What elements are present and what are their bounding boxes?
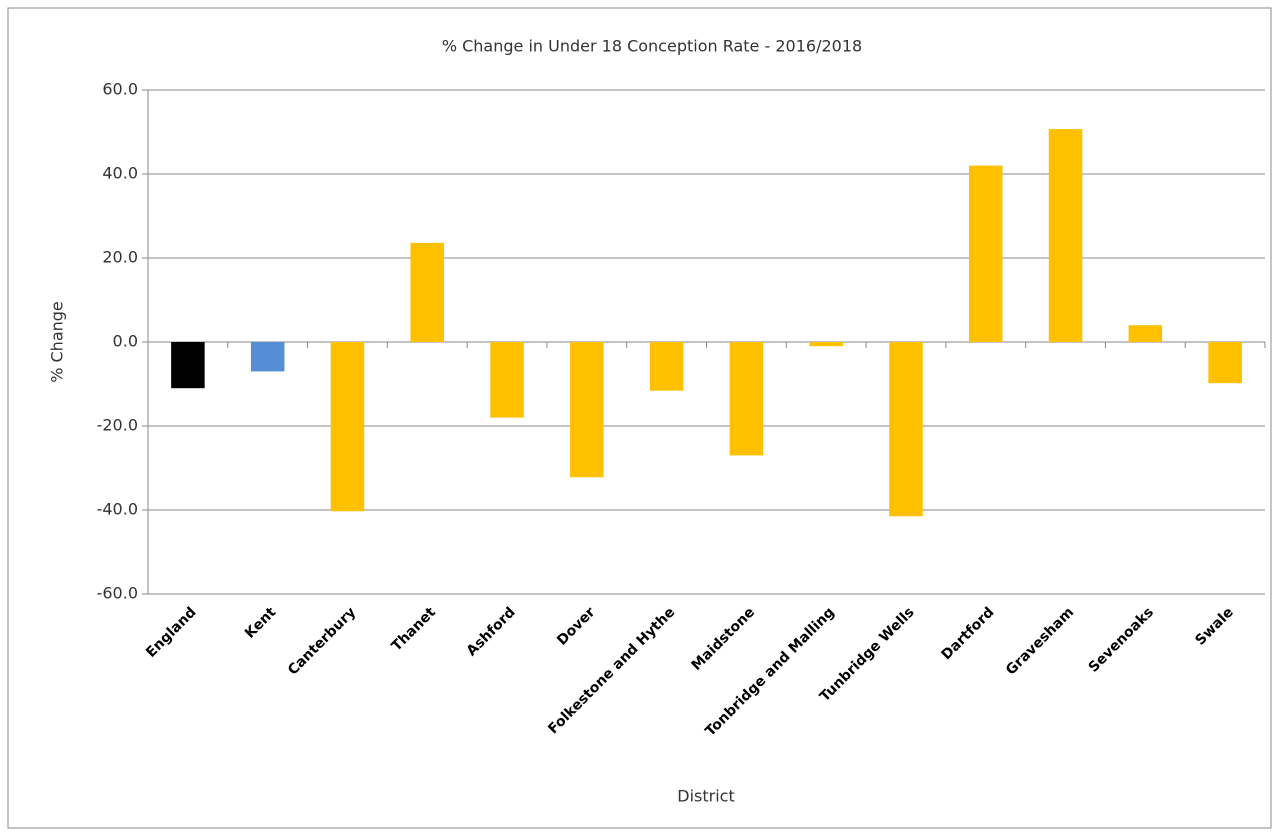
chart-title: % Change in Under 18 Conception Rate - 2…: [442, 37, 862, 56]
bar: [729, 342, 764, 456]
bar: [1208, 342, 1242, 384]
bar: [330, 342, 365, 512]
bar: [410, 242, 445, 342]
bar: [889, 342, 923, 517]
x-axis-title: District: [677, 787, 734, 806]
bar: [171, 342, 205, 389]
bar: [968, 165, 1003, 342]
bar: [490, 342, 524, 418]
y-tick-label: 0.0: [113, 332, 138, 351]
y-tick-label: 20.0: [102, 248, 138, 267]
bar: [649, 342, 684, 391]
y-tick-label: -20.0: [97, 416, 138, 435]
bar: [1128, 325, 1163, 342]
bar: [809, 342, 843, 347]
y-tick-label: -60.0: [97, 584, 138, 603]
y-axis-title: % Change: [48, 301, 67, 383]
bar: [250, 342, 285, 372]
bar: [1048, 129, 1083, 342]
y-tick-label: 60.0: [102, 80, 138, 99]
y-tick-label: -40.0: [97, 500, 138, 519]
y-tick-label: 40.0: [102, 164, 138, 183]
bar: [570, 342, 604, 478]
